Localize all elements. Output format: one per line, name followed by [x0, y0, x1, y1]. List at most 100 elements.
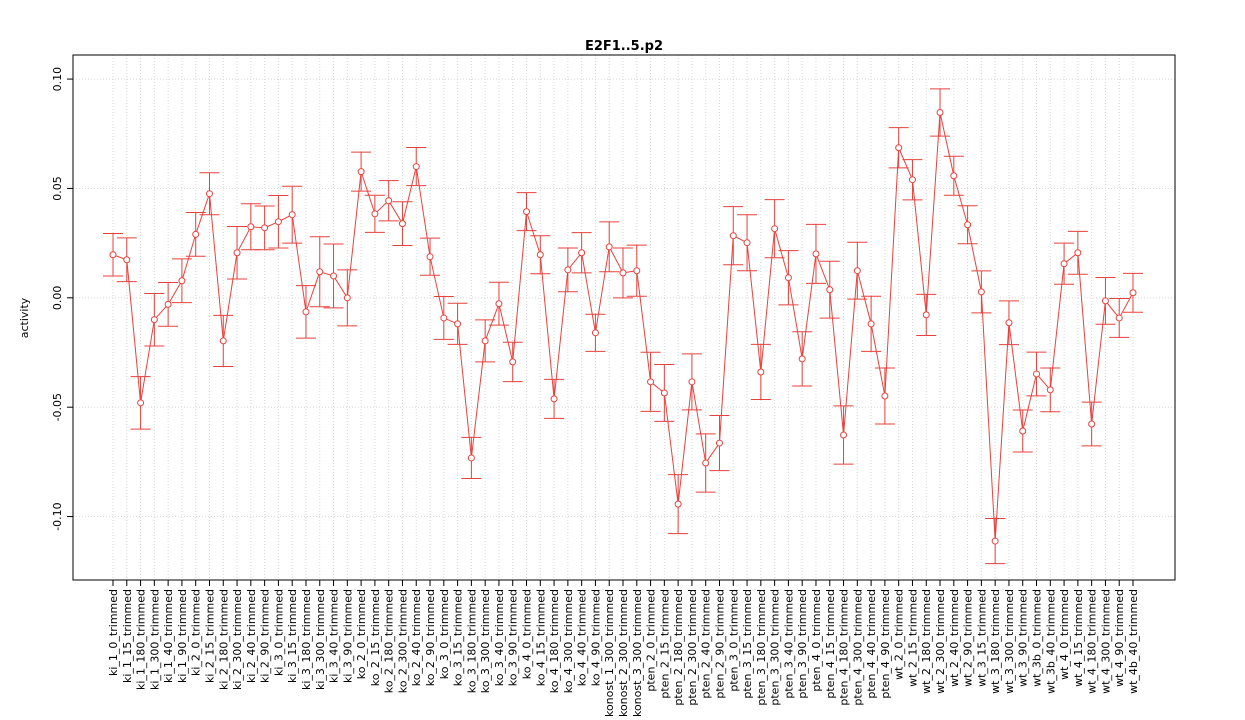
data-point [371, 210, 379, 218]
data-point [936, 109, 944, 117]
data-point [233, 249, 241, 257]
x-tick-label: pten_2_180_trimmed [672, 589, 685, 706]
data-point [219, 337, 227, 345]
x-tick-label: pten_4_15_trimmed [824, 589, 837, 699]
data-point [398, 220, 406, 228]
x-tick-label: pten_4_0_trimmed [810, 589, 823, 692]
data-point [123, 256, 131, 264]
x-tick-label: ko_2_90_trimmed [424, 589, 437, 686]
data-point [605, 243, 613, 251]
plot-frame [72, 54, 1176, 581]
data-point [881, 392, 889, 400]
data-point [454, 320, 462, 328]
data-point [840, 431, 848, 439]
data-point [1033, 370, 1041, 378]
x-tick-label: wt_4_15_trimmed [1072, 589, 1085, 687]
x-tick-label: ki_3_180_trimmed [300, 589, 313, 690]
x-tick-label: wt_4_0_trimmed [1058, 589, 1071, 680]
x-tick-label: ki_1_90_trimmed [176, 589, 189, 683]
x-tick-label: ko_3_15_trimmed [452, 589, 465, 686]
data-point [853, 267, 861, 275]
x-tick-label: pten_3_15_trimmed [741, 589, 754, 699]
x-tick-label: ki_1_40_trimmed [162, 589, 175, 683]
x-tick-label: ko_3_300_trimmed [479, 589, 492, 693]
data-point [1060, 260, 1068, 268]
x-tick-label: ko_2_0_trimmed [355, 589, 368, 679]
data-point [867, 320, 875, 328]
y-tick-label: 0.05 [51, 176, 64, 201]
data-point [1019, 427, 1027, 435]
data-point [950, 172, 958, 180]
x-tick-label: ki_3_15_trimmed [286, 589, 299, 683]
x-tick-label: ko_2_40_trimmed [410, 589, 423, 686]
data-point [330, 272, 338, 280]
data-point [440, 314, 448, 322]
data-point [247, 223, 255, 231]
data-point [1115, 314, 1123, 322]
data-point [1088, 420, 1096, 428]
data-point [688, 378, 696, 386]
data-point [812, 250, 820, 258]
data-point [495, 300, 503, 308]
data-point [536, 251, 544, 259]
x-tick-label: ki_1_300_trimmed [148, 589, 161, 690]
x-tick-label: wt_3b_40_trimmed [1044, 589, 1057, 694]
x-tick-label: pten_3_90_trimmed [796, 589, 809, 699]
x-tick-label: ko_4_40_trimmed [576, 589, 589, 686]
x-tick-label: wt_3_15_trimmed [975, 589, 988, 687]
data-point [757, 368, 765, 376]
data-point [385, 197, 393, 205]
x-tick-label: ki_3_40_trimmed [328, 589, 341, 683]
data-point [357, 168, 365, 176]
x-tick-label: ko_2_300_trimmed [396, 589, 409, 693]
data-point [798, 355, 806, 363]
data-point [509, 358, 517, 366]
x-tick-label: ki_3_300_trimmed [314, 589, 327, 690]
x-tick-label: ko_3_90_trimmed [507, 589, 520, 686]
data-point [550, 395, 558, 403]
data-point [109, 251, 117, 259]
data-point [1046, 386, 1054, 394]
x-tick-label: pten_4_40_trimmed [865, 589, 878, 699]
data-point [674, 500, 682, 508]
x-tick-label: pten_2_90_trimmed [713, 589, 726, 699]
data-point [826, 286, 834, 294]
data-point [274, 218, 282, 226]
x-tick-label: wt_2_180_trimmed [920, 589, 933, 694]
x-tick-label: ki_2_300_trimmed [231, 589, 244, 690]
x-tick-label: ko_3_40_trimmed [493, 589, 506, 686]
x-tick-label: pten_2_0_trimmed [645, 589, 658, 692]
x-tick-label: pten_3_180_trimmed [755, 589, 768, 706]
x-tick-label: ko_4_0_trimmed [521, 589, 534, 679]
data-point [729, 232, 737, 240]
x-tick-label: ko_4_180_trimmed [548, 589, 561, 693]
data-point [591, 329, 599, 337]
y-tick-label: -0.10 [51, 502, 64, 530]
data-point [1005, 319, 1013, 327]
data-point [137, 399, 145, 407]
data-point [964, 221, 972, 229]
data-point [426, 253, 434, 261]
data-point [205, 190, 213, 198]
data-point [178, 277, 186, 285]
data-point [895, 144, 903, 152]
x-tick-label: wt_3_300_trimmed [1003, 589, 1016, 694]
data-point [150, 316, 158, 324]
x-tick-label: ki_2_40_trimmed [245, 589, 258, 683]
x-tick-label: ki_1_0_trimmed [107, 589, 120, 676]
x-tick-label: wt_2_300_trimmed [934, 589, 947, 694]
data-point [908, 176, 916, 184]
data-point [1129, 289, 1137, 297]
x-tick-label: pten_3_40_trimmed [782, 589, 795, 699]
x-tick-label: pten_3_0_trimmed [727, 589, 740, 692]
x-tick-label: wt_4b_40_trimmed [1127, 589, 1140, 694]
data-point [743, 239, 751, 247]
data-point [1074, 249, 1082, 257]
x-tick-label: ki_2_180_trimmed [217, 589, 230, 690]
data-point [192, 230, 200, 238]
data-point [922, 311, 930, 319]
x-tick-label: ki_3_0_trimmed [272, 589, 285, 676]
x-tick-label: ko_2_180_trimmed [383, 589, 396, 693]
x-tick-label: wt_3_180_trimmed [989, 589, 1002, 694]
